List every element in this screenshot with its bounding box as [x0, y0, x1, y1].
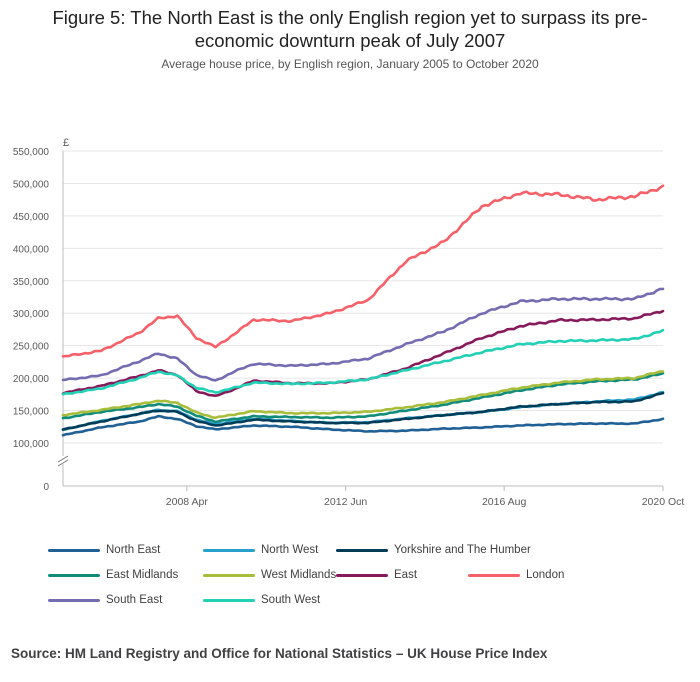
legend-label: Yorkshire and The Humber — [394, 544, 531, 556]
x-tick-label: 2020 Oct — [642, 496, 685, 508]
y-tick-label: 450,000 — [13, 212, 50, 223]
legend-swatch — [468, 573, 520, 577]
legend-label: South East — [106, 594, 163, 606]
legend-swatch — [48, 598, 100, 602]
legend-swatch — [48, 548, 100, 552]
y-tick-label: 200,000 — [13, 374, 50, 385]
chart-subtitle: Average house price, by English region, … — [161, 57, 539, 71]
legend-swatch — [203, 573, 255, 577]
legend-label: London — [526, 569, 565, 581]
x-tick-label: 2016 Aug — [482, 496, 527, 508]
legend-item: London — [468, 566, 564, 584]
legend-swatch — [336, 548, 388, 552]
legend-label: East — [394, 569, 418, 581]
y-tick-label: 350,000 — [13, 277, 50, 288]
series-line-west-midlands — [61, 370, 665, 420]
legend-swatch — [203, 598, 255, 602]
legend-item: West Midlands — [203, 566, 336, 584]
y-tick-label: 150,000 — [13, 407, 50, 418]
y-tick-label: 0 — [43, 482, 49, 493]
y-tick-label: 300,000 — [13, 309, 50, 320]
legend-item: South West — [203, 591, 320, 609]
source-note: Source: HM Land Registry and Office for … — [11, 646, 548, 661]
x-tick-label: 2008 Apr — [166, 496, 209, 508]
legend-label: North East — [106, 544, 161, 556]
y-tick-label: 100,000 — [13, 439, 50, 450]
series-line-east-midlands — [61, 371, 665, 424]
y-tick-label: 400,000 — [13, 244, 50, 255]
legend-item: East Midlands — [48, 566, 178, 584]
axis-break-mark — [57, 459, 69, 467]
legend-swatch — [48, 573, 100, 577]
axis-break-mask — [57, 456, 69, 464]
legend-item: Yorkshire and The Humber — [336, 541, 531, 559]
legend-item: North East — [48, 541, 160, 559]
series-line-south-east — [61, 287, 665, 382]
legend-label: South West — [261, 594, 321, 606]
legend-item: North West — [203, 541, 318, 559]
y-tick-label: 550,000 — [13, 147, 50, 158]
legend-label: North West — [261, 544, 319, 556]
legend-item: East — [336, 566, 417, 584]
legend-swatch — [203, 548, 255, 552]
y-tick-label: 500,000 — [13, 179, 50, 190]
series-line-north-east — [61, 414, 665, 437]
x-tick-label: 2012 Jun — [324, 496, 367, 508]
series-line-yorkshire-and-the-humber — [61, 391, 665, 431]
y-axis-label: £ — [63, 137, 69, 149]
y-tick-label: 250,000 — [13, 342, 50, 353]
series-line-south-west — [61, 328, 665, 396]
legend-label: West Midlands — [261, 569, 337, 581]
legend-item: South East — [48, 591, 162, 609]
legend-swatch — [336, 573, 388, 577]
series-line-london — [61, 184, 665, 358]
line-chart: 550,000 500,000 450,000 400,000 350,000 300,0… — [13, 137, 685, 508]
chart-title: Figure 5: The North East is the only Eng… — [52, 7, 648, 51]
legend-label: East Midlands — [106, 569, 179, 581]
axis-break-mark — [57, 455, 69, 463]
